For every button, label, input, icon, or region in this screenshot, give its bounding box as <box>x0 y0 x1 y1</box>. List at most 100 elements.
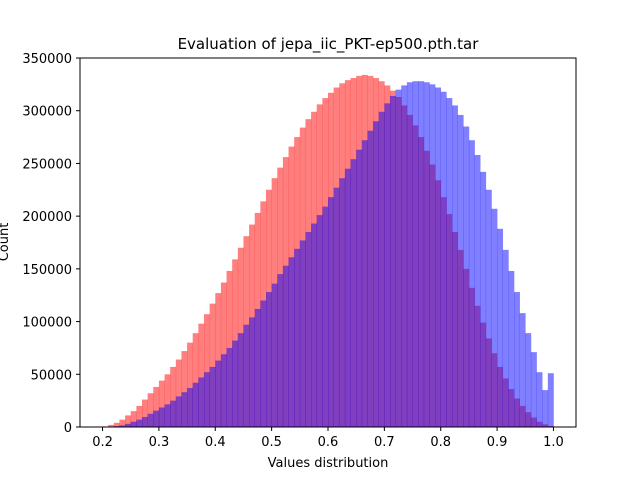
histogram-bar-series-2 <box>237 333 244 427</box>
histogram-bar-series-2 <box>142 416 148 427</box>
histogram-bar-series-2 <box>260 300 267 427</box>
histogram-bar-series-2 <box>440 91 447 427</box>
y-tick-label: 50000 <box>31 368 72 383</box>
histogram-bar-series-2 <box>187 387 194 427</box>
histogram-bar-series-2 <box>164 404 171 427</box>
histogram-bar-series-2 <box>446 98 453 427</box>
y-tick-label: 0 <box>64 421 72 436</box>
y-tick-label: 150000 <box>22 263 72 278</box>
histogram-bar-series-1 <box>215 293 222 427</box>
histogram-bar-series-2 <box>198 377 205 427</box>
histogram-bar-series-2 <box>311 223 318 427</box>
histogram-bar-series-2 <box>170 400 177 427</box>
histogram-bar-series-2 <box>457 114 464 427</box>
y-tick-label: 250000 <box>22 157 72 172</box>
histogram-bar-series-2 <box>542 390 549 427</box>
histogram-bar-series-2 <box>181 392 188 427</box>
histogram-bar-series-2 <box>249 317 256 427</box>
histogram-bar-series-2 <box>153 410 160 427</box>
histogram-bar-series-1 <box>119 419 126 427</box>
histogram-bar-series-2 <box>480 171 487 427</box>
histogram-bar-series-2 <box>412 81 419 428</box>
histogram-bar-series-2 <box>497 228 504 427</box>
x-tick-label: 0.7 <box>374 435 395 450</box>
histogram-bar-series-2 <box>192 382 199 427</box>
histogram-bar-series-2 <box>243 324 250 427</box>
histogram-bar-series-2 <box>136 419 143 427</box>
chart-title: Evaluation of jepa_iic_PKT-ep500.pth.tar <box>178 35 480 54</box>
y-axis-label: Count <box>0 223 12 262</box>
histogram-bar-series-1 <box>181 351 188 427</box>
histogram-bar-series-2 <box>333 187 340 427</box>
x-tick-label: 1.0 <box>543 435 564 450</box>
histogram-bar-series-2 <box>373 121 380 427</box>
histogram-bar-series-2 <box>339 178 346 427</box>
histogram-bar-series-1 <box>187 342 194 427</box>
histogram-bar-series-1 <box>153 386 160 427</box>
histogram-bar-series-2 <box>468 140 475 427</box>
histogram-bar-series-2 <box>271 283 278 427</box>
histogram-bar-series-2 <box>401 85 408 427</box>
histogram-bar-series-2 <box>232 340 239 427</box>
x-tick-label: 0.9 <box>487 435 508 450</box>
histogram-bar-series-2 <box>463 126 470 428</box>
histogram-bar-series-1 <box>108 424 115 427</box>
x-tick-label: 0.3 <box>149 435 170 450</box>
histogram-bar-series-2 <box>294 248 301 427</box>
histogram-bar-series-1 <box>147 393 154 427</box>
histogram-bar-series-2 <box>435 87 442 428</box>
histogram-bar-series-2 <box>305 231 312 427</box>
histogram-bar-series-2 <box>367 130 374 427</box>
histogram-bar-series-2 <box>485 189 492 427</box>
y-axis-ticks: 0 50000 100000 150000 200000 250000 300000 3500… <box>22 52 80 436</box>
histogram-bar-series-2 <box>530 352 537 427</box>
histogram-bar-series-1 <box>192 333 199 427</box>
histogram-bar-series-2 <box>158 407 165 427</box>
histogram-bar-series-2 <box>215 360 222 427</box>
histogram-bar-series-2 <box>474 154 481 427</box>
histogram-bar-series-2 <box>502 249 509 427</box>
histogram-bar-series-1 <box>198 323 205 427</box>
histogram-bar-series-1 <box>164 374 171 427</box>
histogram-bar-series-2 <box>316 215 323 427</box>
histogram-bar-series-2 <box>226 347 233 427</box>
x-tick-label: 0.2 <box>92 435 113 450</box>
bars-layer <box>102 74 554 428</box>
y-tick-label: 200000 <box>22 210 72 225</box>
histogram-bar-series-1 <box>125 415 132 427</box>
x-tick-label: 0.6 <box>318 435 339 450</box>
histogram-bar-series-2 <box>282 265 289 427</box>
histogram-bar-series-1 <box>136 405 143 427</box>
histogram-bar-series-2 <box>204 372 210 427</box>
histogram-bar-series-2 <box>277 274 284 427</box>
histogram-bar-series-2 <box>147 413 154 427</box>
histogram-bar-series-1 <box>158 380 165 427</box>
histogram-bar-series-2 <box>395 89 402 427</box>
histogram-bar-series-2 <box>508 270 515 427</box>
histogram-bar-series-1 <box>209 303 216 427</box>
y-tick-label: 100000 <box>22 316 72 331</box>
histogram-bar-series-2 <box>452 105 458 427</box>
histogram-bar-series-2 <box>536 372 543 427</box>
histogram-bar-series-2 <box>322 206 329 427</box>
histogram-bar-series-1 <box>113 422 120 427</box>
histogram-bar-series-1 <box>175 359 182 427</box>
histogram-bar-series-2 <box>418 81 425 428</box>
y-tick-label: 300000 <box>22 105 72 120</box>
histogram-bar-series-2 <box>220 354 227 427</box>
histogram-bar-series-1 <box>142 399 148 427</box>
histogram-bar-series-2 <box>378 111 385 428</box>
x-tick-label: 0.5 <box>261 435 282 450</box>
histogram-bar-series-2 <box>390 95 396 427</box>
histogram-bar-series-2 <box>525 333 532 427</box>
histogram-bar-series-1 <box>204 314 210 427</box>
histogram-bar-series-2 <box>423 82 430 428</box>
histogram-bar-series-2 <box>356 149 363 428</box>
histogram-bar-series-2 <box>384 103 391 427</box>
histogram-bar-series-2 <box>344 168 351 427</box>
histogram-bar-series-2 <box>328 197 334 427</box>
histogram-bar-series-2 <box>514 292 520 427</box>
x-axis-label: Values distribution <box>268 456 389 471</box>
histogram-bar-series-2 <box>266 292 272 427</box>
